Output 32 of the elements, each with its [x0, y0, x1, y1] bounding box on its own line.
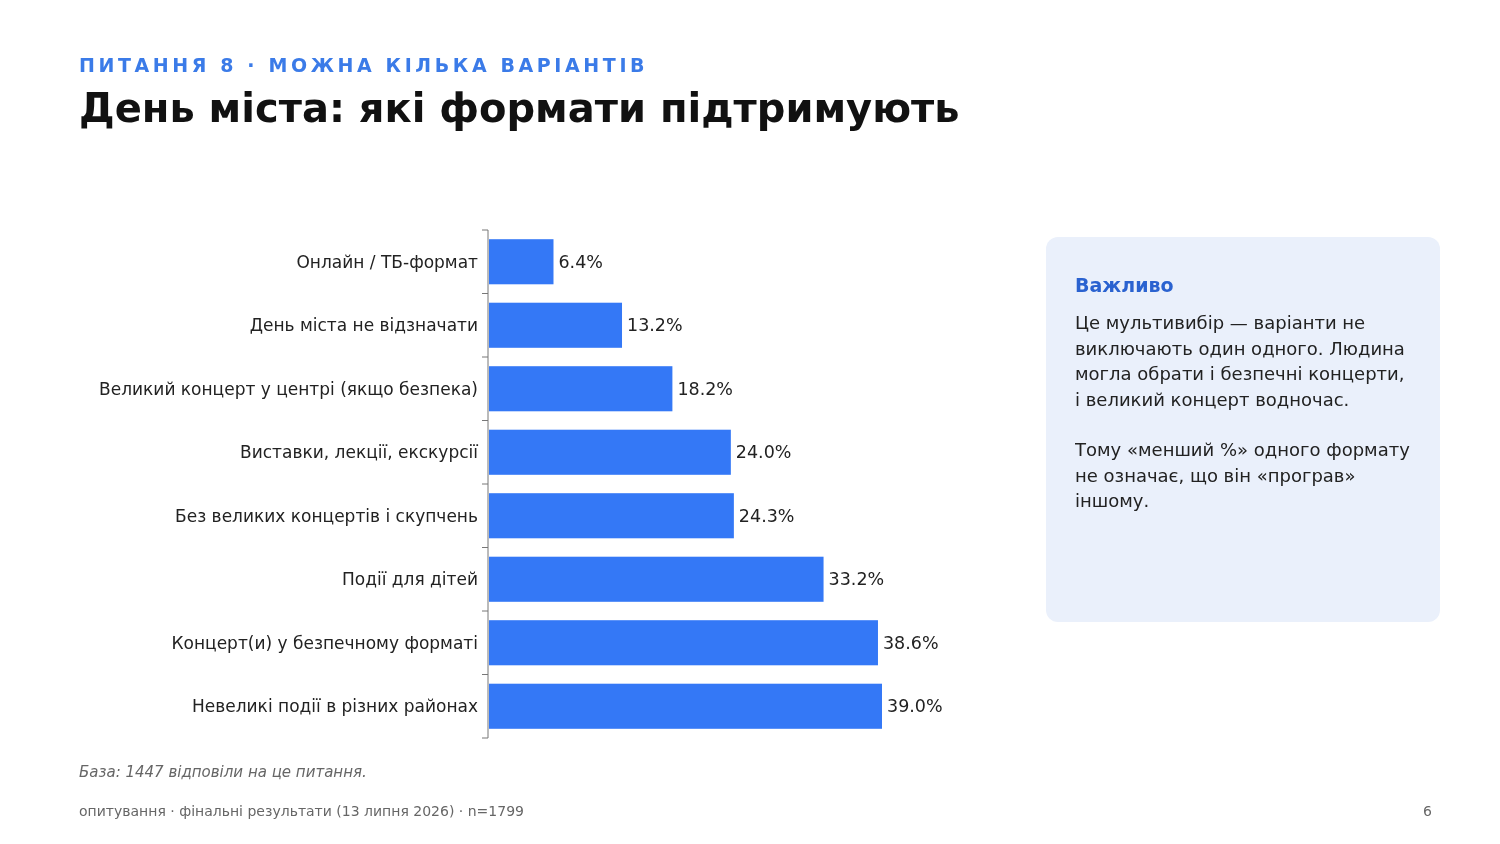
- bar: [489, 493, 734, 539]
- bar: [489, 302, 623, 348]
- text: База: 1447 відповіли на це питання.: [79, 763, 367, 781]
- y-tick-label: Виставки, лекції, екскурсії: [240, 442, 479, 463]
- text: 6: [1423, 803, 1433, 819]
- data-label: 39.0%: [887, 696, 943, 717]
- data-label: 18.2%: [677, 378, 733, 399]
- y-tick-label: Невеликі події в різних районах: [191, 696, 478, 717]
- text: Важливо: [1075, 274, 1174, 296]
- bar: [489, 556, 824, 602]
- text: опитування · фінальні результати (13 липня 2026) · n=1799: [79, 803, 524, 819]
- data-label: 24.0%: [735, 442, 792, 463]
- y-tick-label: Великий концерт у центрі (якщо безпека): [99, 378, 478, 399]
- bar: [489, 683, 882, 729]
- y-tick-label: Концерт(и) у безпечному форматі: [171, 632, 478, 653]
- data-label: 24.3%: [738, 505, 795, 526]
- data-label: 13.2%: [627, 315, 683, 336]
- data-label: 38.6%: [882, 632, 939, 653]
- text: Це мультивибір — варіанти не виключають один одного. Людина могла обрати і безпечні концерти, і великий концерт водночас.: [1075, 311, 1406, 412]
- bar: [489, 239, 554, 285]
- data-label: 6.4%: [558, 251, 603, 272]
- data-label: 33.2%: [828, 569, 885, 590]
- y-tick-label: Онлайн / ТБ-формат: [296, 251, 479, 272]
- chart-title: День міста: які формати підтримують: [79, 85, 960, 131]
- y-tick-label: Події для дітей: [342, 569, 478, 590]
- bar: [489, 366, 673, 412]
- y-tick-label: День міста не відзначати: [249, 315, 478, 336]
- bar: [489, 620, 878, 666]
- y-tick-label: Без великих концертів і скупчень: [175, 505, 478, 526]
- bar: [489, 429, 731, 475]
- text: Тому «менший %» одного формату не означає, що він «програв» іншому.: [1075, 438, 1411, 513]
- chart-subtitle: ПИТАННЯ 8 · МОЖНА КІЛЬКА ВАРІАНТІВ: [79, 54, 649, 76]
